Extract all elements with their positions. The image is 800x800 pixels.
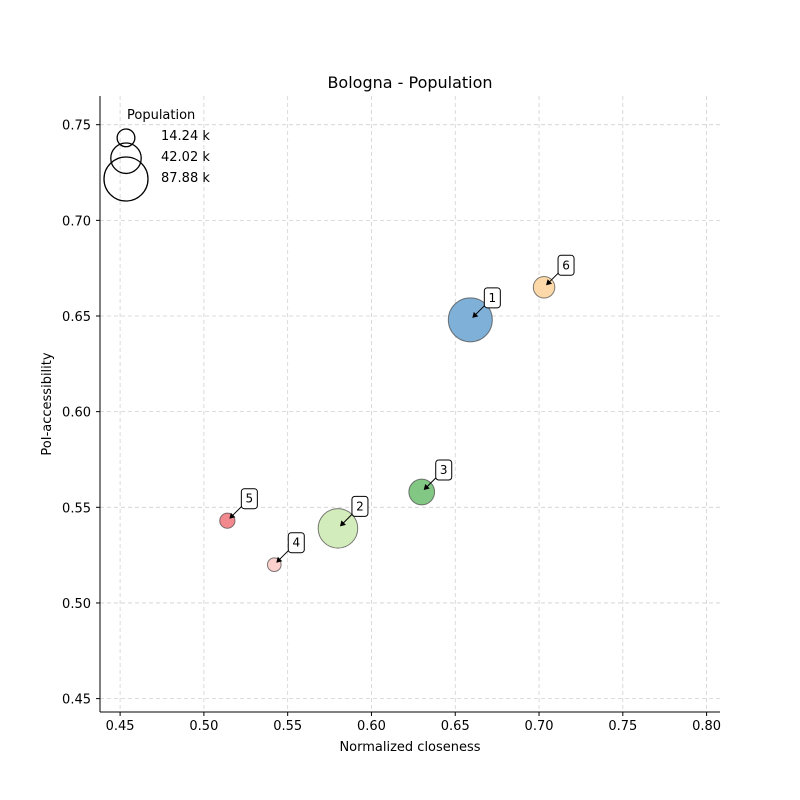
legend-entry-label: 42.02 k [161, 150, 210, 165]
y-ticks: 0.45 0.50 0.55 0.60 0.65 0.70 0.75 [62, 119, 100, 708]
legend: Population 14.24 k 42.02 k 87.88 k [103, 108, 210, 202]
annotation-box [351, 495, 369, 517]
x-ticks: 0.45 0.50 0.55 0.60 0.65 0.70 0.75 0.80 [106, 712, 721, 734]
legend-entry-label: 87.88 k [161, 171, 210, 186]
point-annotations: 1 2 3 4 5 6 [229, 254, 575, 563]
annotation-label: 6 [562, 258, 570, 272]
legend-entry-label: 14.24 k [161, 129, 210, 144]
x-axis-label: Normalized closeness [339, 740, 480, 755]
annotation-label: 2 [356, 499, 364, 513]
legend-size-marker [110, 142, 142, 175]
annotation-arrowhead [229, 512, 236, 519]
y-axis-label: PoI-accessibility [40, 352, 55, 455]
x-tick-label: 0.50 [189, 719, 218, 734]
data-points [219, 276, 556, 573]
annotation-label: 1 [489, 291, 497, 305]
annotation-arrowhead [546, 279, 553, 286]
annotation-label: 4 [292, 536, 300, 550]
annotation-arrowhead [339, 520, 346, 527]
legend-size-marker [116, 128, 136, 148]
legend-size-marker [103, 156, 149, 202]
x-tick-label: 0.75 [608, 719, 637, 734]
annotation-arrowhead [472, 311, 479, 318]
x-tick-label: 0.80 [692, 719, 721, 734]
x-tick-label: 0.70 [525, 719, 554, 734]
x-tick-label: 0.60 [357, 719, 386, 734]
y-tick-label: 0.60 [62, 406, 91, 421]
annotation-box [435, 459, 453, 481]
y-tick-label: 0.45 [62, 693, 91, 708]
chart-title: Bologna - Population [327, 73, 492, 92]
annotation-box [483, 287, 501, 309]
x-tick-label: 0.65 [441, 719, 470, 734]
annotation-label: 5 [246, 492, 254, 506]
y-tick-label: 0.65 [62, 310, 91, 325]
y-tick-label: 0.75 [62, 119, 91, 134]
axes [99, 96, 720, 713]
y-tick-label: 0.70 [62, 214, 91, 229]
annotation-box [557, 254, 575, 276]
annotation-box [240, 488, 258, 510]
annotation-label: 3 [440, 463, 448, 477]
grid [100, 96, 720, 712]
annotation-arrowhead [276, 556, 283, 563]
legend-title: Population [127, 108, 195, 123]
x-tick-label: 0.55 [273, 719, 302, 734]
y-tick-label: 0.50 [62, 597, 91, 612]
annotation-box [287, 532, 305, 554]
annotation-arrowhead [423, 484, 430, 490]
x-tick-label: 0.45 [106, 719, 135, 734]
y-tick-label: 0.55 [62, 501, 91, 516]
